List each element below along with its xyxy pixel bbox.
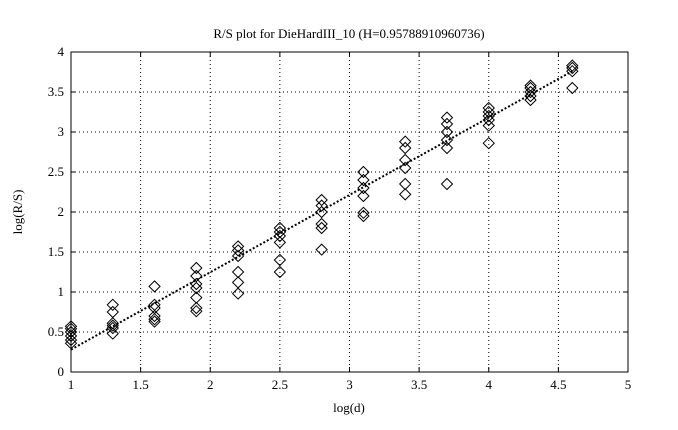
- chart-title: R/S plot for DieHardIII_10 (H=0.95788910…: [213, 26, 484, 41]
- data-point: [440, 111, 454, 124]
- data-point: [398, 177, 412, 191]
- data-point: [566, 61, 579, 75]
- data-point: [231, 265, 245, 279]
- y-tick-label: 3: [58, 124, 65, 139]
- data-point: [148, 298, 161, 312]
- data-point: [398, 153, 412, 167]
- x-tick-label: 4: [486, 377, 493, 392]
- axis-ticks: 1 1.5 2 2.5 3 3.5 4 4.5 5 0 0.5 1 1.5 2 2.5 3 3.5 4: [48, 44, 632, 392]
- data-point: [190, 301, 203, 315]
- data-point: [357, 206, 370, 220]
- data-point: [190, 277, 203, 291]
- data-point: [566, 81, 579, 95]
- data-point: [440, 177, 454, 191]
- data-point: [106, 298, 119, 312]
- data-point: [482, 101, 495, 115]
- y-tick-label: 1: [58, 284, 65, 299]
- data-point: [64, 322, 78, 336]
- data-point: [148, 315, 161, 328]
- data-point: [398, 135, 412, 148]
- data-point: [440, 141, 454, 155]
- y-tick-label: 0.5: [48, 324, 64, 339]
- data-point: [315, 243, 328, 256]
- data-point: [231, 249, 245, 263]
- data-point: [357, 165, 370, 179]
- x-tick-label: 3.5: [411, 377, 427, 392]
- data-point: [357, 181, 370, 195]
- data-point: [315, 193, 328, 207]
- y-tick-label: 1.5: [48, 244, 64, 259]
- x-axis-label: log(d): [333, 400, 365, 415]
- data-point: [273, 265, 287, 279]
- data-point: [190, 304, 203, 318]
- y-tick-label: 0: [58, 364, 65, 379]
- data-points: [64, 59, 579, 350]
- data-point: [148, 301, 161, 315]
- data-point: [106, 327, 119, 340]
- data-point: [440, 117, 454, 131]
- data-point: [190, 261, 203, 275]
- data-point: [524, 81, 537, 95]
- data-point: [357, 173, 370, 187]
- x-tick-label: 5: [625, 377, 632, 392]
- data-point: [524, 79, 537, 92]
- data-point: [231, 240, 245, 253]
- data-point: [273, 221, 287, 235]
- x-tick-label: 2: [207, 377, 214, 392]
- x-tick-label: 1: [68, 377, 75, 392]
- data-point: [315, 205, 328, 219]
- data-point: [273, 236, 287, 249]
- data-point: [357, 189, 370, 203]
- x-tick-label: 4.5: [550, 377, 566, 392]
- data-point: [273, 253, 287, 267]
- data-point: [106, 316, 119, 330]
- y-tick-label: 4: [58, 44, 65, 59]
- data-point: [106, 305, 119, 319]
- data-point: [315, 199, 328, 212]
- data-point: [231, 287, 245, 300]
- data-point: [190, 291, 203, 304]
- data-point: [398, 141, 412, 155]
- x-tick-label: 2.5: [272, 377, 288, 392]
- x-tick-label: 1.5: [133, 377, 149, 392]
- data-point: [190, 269, 203, 283]
- x-tick-label: 3: [346, 377, 353, 392]
- data-point: [148, 280, 161, 293]
- data-point: [64, 320, 78, 333]
- data-point: [148, 309, 161, 323]
- data-point: [440, 125, 454, 139]
- y-tick-label: 2: [58, 204, 65, 219]
- data-point: [231, 276, 245, 289]
- data-point: [566, 59, 579, 72]
- data-point: [482, 119, 495, 132]
- y-tick-label: 2.5: [48, 164, 64, 179]
- data-point: [106, 321, 119, 335]
- data-point: [398, 188, 412, 201]
- data-point: [398, 161, 412, 175]
- y-axis-label: log(R/S): [10, 190, 25, 235]
- data-point: [440, 133, 454, 147]
- data-point: [106, 319, 119, 332]
- data-point: [315, 221, 328, 235]
- grid: [71, 52, 628, 372]
- data-point: [315, 217, 328, 231]
- data-point: [482, 136, 495, 150]
- y-tick-label: 3.5: [48, 84, 64, 99]
